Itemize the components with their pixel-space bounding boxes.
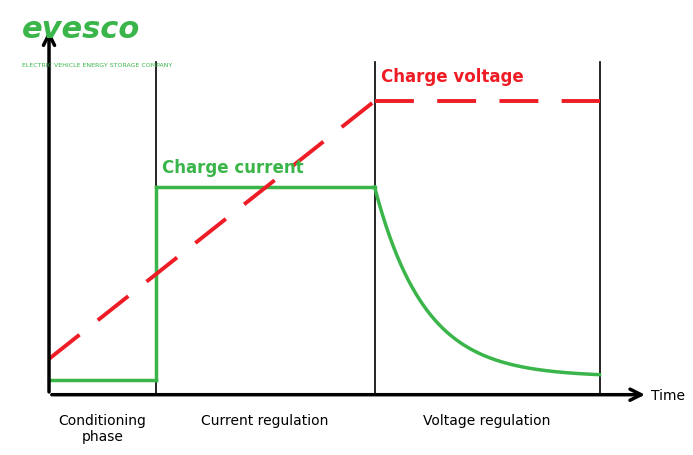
Text: Current regulation: Current regulation <box>202 413 328 427</box>
Text: Conditioning
phase: Conditioning phase <box>58 413 146 443</box>
Text: Charge current: Charge current <box>162 158 304 176</box>
Text: evesco: evesco <box>21 15 140 44</box>
Text: Voltage regulation: Voltage regulation <box>423 413 551 427</box>
Text: ELECTRIC VEHICLE ENERGY STORAGE COMPANY: ELECTRIC VEHICLE ENERGY STORAGE COMPANY <box>21 62 172 67</box>
Text: Charge voltage: Charge voltage <box>381 68 524 86</box>
Text: Time: Time <box>651 388 685 402</box>
